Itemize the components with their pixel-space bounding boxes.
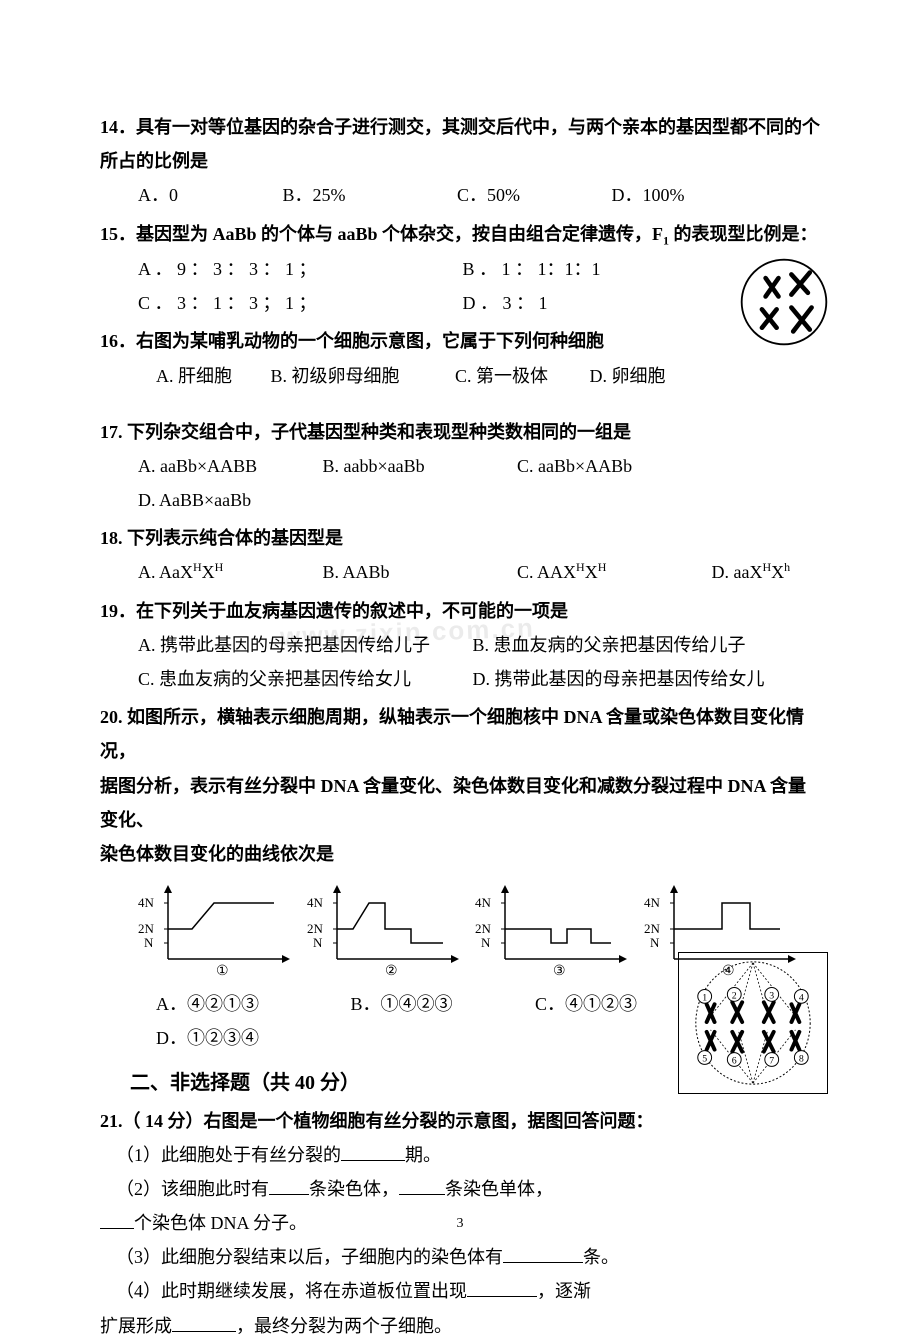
q18-opt-c: C. AAXHXH: [517, 555, 707, 589]
q18-stem: 18. 下列表示纯合体的基因型是: [100, 521, 820, 555]
q20-chart-1: 4N 2N N ①: [134, 883, 294, 979]
q14-options: A．0 B．25% C．50% D．100%: [100, 178, 820, 212]
svg-text:N: N: [313, 935, 323, 950]
q21-p1: （1）此细胞处于有丝分裂的期。: [100, 1138, 820, 1172]
q16-options: A. 肝细胞 B. 初级卵母细胞 C. 第一极体 D. 卵细胞: [100, 359, 820, 393]
q20-opt-b: B．①④②③: [351, 987, 531, 1021]
svg-text:5: 5: [702, 1053, 707, 1064]
svg-text:4N: 4N: [644, 895, 661, 910]
q15-stem-tail: 的表现型比例是：: [669, 224, 818, 244]
q21-stem: 21.（ 14 分）右图是一个植物细胞有丝分裂的示意图，据图回答问题：: [100, 1104, 820, 1138]
svg-text:4: 4: [799, 992, 804, 1003]
q20-opt-d: D．①②③④: [156, 1021, 259, 1055]
q15: 15．基因型为 AaBb 的个体与 aaBb 个体杂交，按自由组合定律遗传，F1…: [100, 217, 820, 321]
q15-opt-b: B ． 1 ： 1：1：1: [463, 252, 601, 286]
q18-opt-d: D. aaXHXh: [712, 555, 791, 589]
q14-opt-d: D．100%: [612, 178, 685, 212]
q16-opt-d: D. 卵细胞: [590, 359, 666, 393]
q17-opt-a: A. aaBb×AABB: [138, 449, 318, 483]
q17-opt-b: B. aabb×aaBb: [323, 449, 513, 483]
blank: [269, 1177, 309, 1195]
q14-opt-b: B．25%: [283, 178, 453, 212]
q16: 16．右图为某哺乳动物的一个细胞示意图，它属于下列何种细胞 A. 肝细胞 B. …: [100, 324, 820, 392]
q16-opt-a: A. 肝细胞: [156, 359, 266, 393]
q18-opt-b: B. AABb: [323, 555, 513, 589]
blank: [503, 1245, 583, 1263]
q17-stem: 17. 下列杂交组合中，子代基因型种类和表现型种类数相同的一组是: [100, 415, 820, 449]
blank: [172, 1314, 236, 1332]
q15-stem-text: 15．基因型为 AaBb 的个体与 aaBb 个体杂交，按自由组合定律遗传，F: [100, 224, 663, 244]
q15-stem: 15．基因型为 AaBb 的个体与 aaBb 个体杂交，按自由组合定律遗传，F1…: [100, 217, 820, 252]
q18-options: A. AaXHXH B. AABb C. AAXHXH D. aaXHXh: [100, 555, 820, 589]
svg-text:2: 2: [732, 990, 737, 1001]
q17-opt-c: C. aaBb×AABb: [517, 449, 707, 483]
q14-stem-line1: 14．具有一对等位基因的杂合子进行测交，其测交后代中，与两个亲本的基因型都不同的…: [100, 110, 820, 144]
q17: 17. 下列杂交组合中，子代基因型种类和表现型种类数相同的一组是 A. aaBb…: [100, 415, 820, 518]
q20-stem-line2: 据图分析，表示有丝分裂中 DNA 含量变化、染色体数目变化和减数分裂过程中 DN…: [100, 769, 820, 837]
watermark: www.zixin.com.cn: [279, 604, 536, 662]
q19-opt-c: C. 患血友病的父亲把基因传给女儿: [138, 662, 468, 696]
q21-p6: 扩展形成，最终分裂为两个子细胞。: [100, 1309, 820, 1343]
blank: [399, 1177, 445, 1195]
q16-opt-c: C. 第一极体: [455, 359, 585, 393]
q17-options: A. aaBb×AABB B. aabb×aaBb C. aaBb×AABb D…: [100, 449, 820, 517]
q15-options-row2: C ． 3 ： 1 ： 3 ； 1 ； D ． 3 ： 1: [100, 286, 820, 320]
svg-text:4N: 4N: [307, 895, 324, 910]
svg-text:7: 7: [769, 1055, 774, 1066]
q19-options-row2: C. 患血友病的父亲把基因传给女儿 D. 携带此基因的母亲把基因传给女儿: [100, 662, 820, 696]
q16-opt-b: B. 初级卵母细胞: [271, 359, 451, 393]
q21-p4: （3）此细胞分裂结束以后，子细胞内的染色体有条。: [100, 1240, 820, 1274]
q21-p5: （4）此时期继续发展，将在赤道板位置出现，逐渐: [100, 1274, 820, 1308]
svg-text:N: N: [144, 935, 154, 950]
q15-opt-c: C ． 3 ： 1 ： 3 ； 1 ；: [138, 286, 458, 320]
q20-chart-3: 4N 2N N ③: [471, 883, 631, 979]
q15-options-row1: A ． 9 ： 3 ： 3 ： 1 ； B ． 1 ： 1：1：1: [100, 252, 820, 286]
q14: 14．具有一对等位基因的杂合子进行测交，其测交后代中，与两个亲本的基因型都不同的…: [100, 110, 820, 213]
q18: 18. 下列表示纯合体的基因型是 A. AaXHXH B. AABb C. AA…: [100, 521, 820, 589]
svg-text:①: ①: [216, 964, 229, 979]
svg-text:N: N: [481, 935, 491, 950]
q21-p2: （2）该细胞此时有条染色体，条染色单体，: [100, 1172, 820, 1206]
page-number: 3: [457, 1211, 464, 1238]
svg-text:4N: 4N: [138, 895, 155, 910]
svg-text:N: N: [650, 935, 660, 950]
q15-opt-d: D ． 3 ： 1: [463, 286, 548, 320]
spacer-1: [100, 397, 820, 415]
q16-stem: 16．右图为某哺乳动物的一个细胞示意图，它属于下列何种细胞: [100, 324, 820, 358]
svg-text:8: 8: [799, 1053, 804, 1064]
q20-stem-line1: 20. 如图所示，横轴表示细胞周期，纵轴表示一个细胞核中 DNA 含量或染色体数…: [100, 700, 820, 768]
blank: [467, 1279, 537, 1297]
svg-text:6: 6: [732, 1055, 737, 1066]
q14-opt-a: A．0: [138, 178, 278, 212]
svg-text:2N: 2N: [138, 921, 155, 936]
svg-text:②: ②: [385, 964, 398, 979]
svg-text:③: ③: [553, 964, 566, 979]
svg-text:1: 1: [702, 992, 707, 1003]
svg-text:2N: 2N: [644, 921, 661, 936]
blank: [100, 1211, 134, 1229]
q19-opt-d: D. 携带此基因的母亲把基因传给女儿: [473, 662, 765, 696]
cell-circle-diagram: [738, 256, 830, 348]
svg-text:2N: 2N: [475, 921, 492, 936]
q20-opt-a: A．④②①③: [156, 987, 346, 1021]
q18-opt-a: A. AaXHXH: [138, 555, 318, 589]
q20-stem-line3: 染色体数目变化的曲线依次是: [100, 837, 820, 871]
blank: [341, 1143, 405, 1161]
q20-chart-2: 4N 2N N ②: [303, 883, 463, 979]
svg-text:3: 3: [769, 990, 774, 1001]
q15-opt-a: A ． 9 ： 3 ： 3 ： 1 ；: [138, 252, 458, 286]
svg-text:4N: 4N: [475, 895, 492, 910]
plant-cell-diagram: 1 2 3 4 5 6 7 8: [678, 952, 828, 1094]
q14-stem-line2: 所占的比例是: [100, 144, 820, 178]
q14-opt-c: C．50%: [457, 178, 607, 212]
q17-opt-d: D. AaBB×aaBb: [138, 483, 251, 517]
svg-text:2N: 2N: [307, 921, 324, 936]
